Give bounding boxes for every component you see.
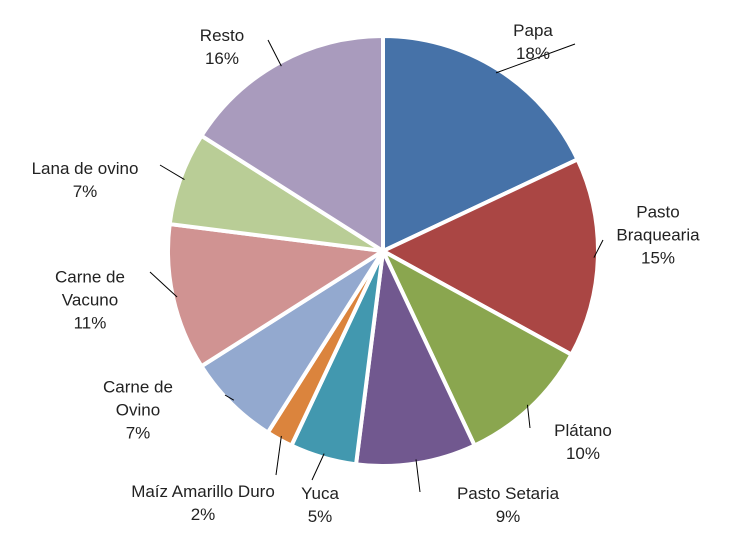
- slice-label: Yuca 5%: [301, 482, 339, 528]
- slice-label: Lana de ovino 7%: [32, 157, 139, 203]
- category-label: Papa: [513, 21, 553, 40]
- value-label: 15%: [640, 248, 676, 268]
- slice-label: Pasto Setaria 9%: [457, 482, 559, 528]
- leader-line: [311, 453, 325, 481]
- value-label: 2%: [190, 505, 216, 524]
- leader-line: [495, 43, 576, 74]
- slice-label: Maíz Amarillo Duro 2%: [128, 480, 278, 526]
- leader-line: [526, 404, 531, 429]
- slice-label: Carne de Vacuno 11%: [43, 266, 138, 335]
- slice-label: Resto 16%: [200, 24, 244, 70]
- leader-line: [267, 39, 282, 67]
- value-label: 9%: [495, 507, 521, 526]
- category-label: Carne de Ovino: [103, 377, 173, 420]
- category-label: Plátano: [554, 421, 612, 440]
- leader-line: [149, 271, 178, 298]
- pie-slice: [378, 246, 575, 449]
- category-label: Pasto Braquearia: [616, 202, 700, 245]
- pie-slice: [166, 221, 389, 369]
- leader-line: [159, 164, 185, 180]
- category-label: Carne de Vacuno: [55, 267, 125, 310]
- leader-line: [224, 394, 235, 401]
- slice-label: Papa 18%: [513, 19, 553, 65]
- value-label: 7%: [125, 423, 151, 443]
- leader-line: [415, 459, 421, 493]
- leader-line: [275, 435, 282, 476]
- category-label: Pasto Setaria: [456, 484, 560, 503]
- value-label: 18%: [515, 44, 551, 63]
- value-label: 5%: [307, 507, 333, 526]
- value-label: 7%: [72, 182, 98, 201]
- pie-slice: [381, 33, 581, 255]
- pie-slice: [378, 156, 600, 358]
- slice-label: Pasto Braquearia 15%: [598, 201, 718, 270]
- category-label: Yuca: [301, 484, 339, 503]
- category-label: Lana de ovino: [31, 159, 139, 178]
- value-label: 16%: [204, 49, 240, 68]
- category-label: Maíz Amarillo Duro: [131, 482, 275, 501]
- slice-label: Plátano 10%: [554, 419, 612, 465]
- slice-label: Carne de Ovino 7%: [91, 376, 186, 445]
- leader-line: [593, 239, 604, 258]
- value-label: 10%: [565, 444, 601, 463]
- value-label: 11%: [73, 313, 107, 333]
- category-label: Resto: [199, 26, 245, 45]
